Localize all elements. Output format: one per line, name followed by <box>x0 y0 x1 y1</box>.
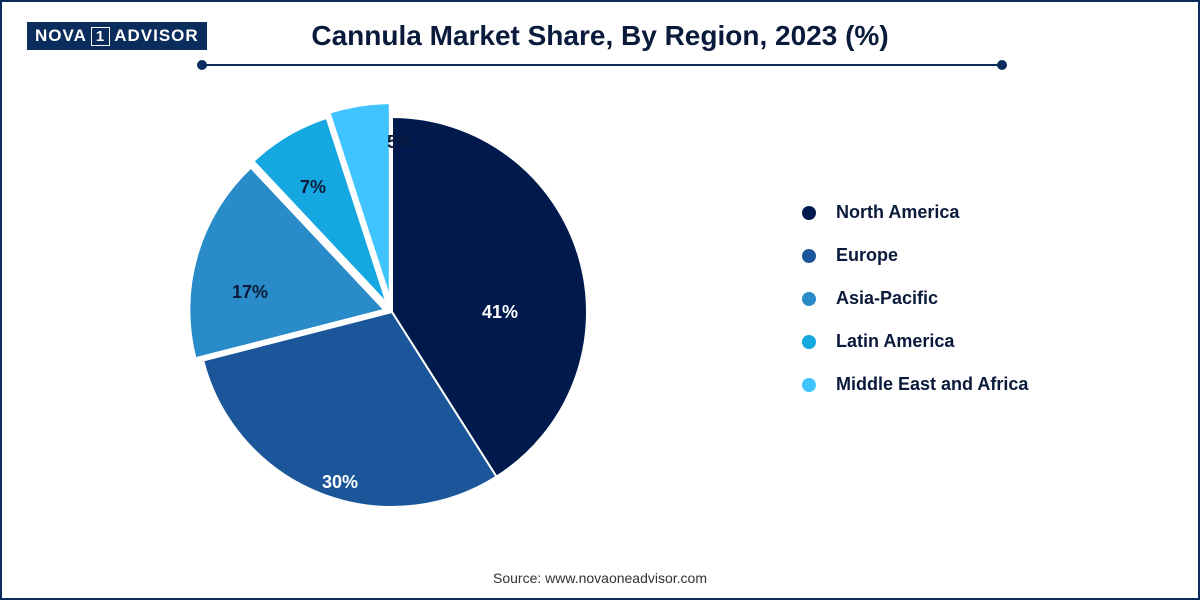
slice-label-1: 30% <box>322 472 358 493</box>
legend-label: Europe <box>836 245 898 266</box>
legend-label: Middle East and Africa <box>836 374 1028 395</box>
legend-item-0: North America <box>802 202 1028 223</box>
legend-item-4: Middle East and Africa <box>802 374 1028 395</box>
legend-swatch <box>802 335 816 349</box>
legend-item-2: Asia-Pacific <box>802 288 1028 309</box>
chart-title: Cannula Market Share, By Region, 2023 (%… <box>2 20 1198 52</box>
legend-label: Latin America <box>836 331 954 352</box>
pie-chart: 41% 30% 17% 7% 5% <box>152 82 632 542</box>
source-text: Source: www.novaoneadvisor.com <box>2 570 1198 586</box>
legend-swatch <box>802 249 816 263</box>
slice-label-4: 5% <box>387 132 413 153</box>
title-divider <box>202 64 1002 66</box>
chart-frame: NOVA 1 ADVISOR Cannula Market Share, By … <box>0 0 1200 600</box>
slice-label-2: 17% <box>232 282 268 303</box>
legend-swatch <box>802 378 816 392</box>
legend: North America Europe Asia-Pacific Latin Ame… <box>802 202 1028 417</box>
slice-label-0: 41% <box>482 302 518 323</box>
legend-item-3: Latin America <box>802 331 1028 352</box>
legend-swatch <box>802 206 816 220</box>
legend-label: North America <box>836 202 959 223</box>
legend-swatch <box>802 292 816 306</box>
legend-item-1: Europe <box>802 245 1028 266</box>
legend-label: Asia-Pacific <box>836 288 938 309</box>
slice-label-3: 7% <box>300 177 326 198</box>
